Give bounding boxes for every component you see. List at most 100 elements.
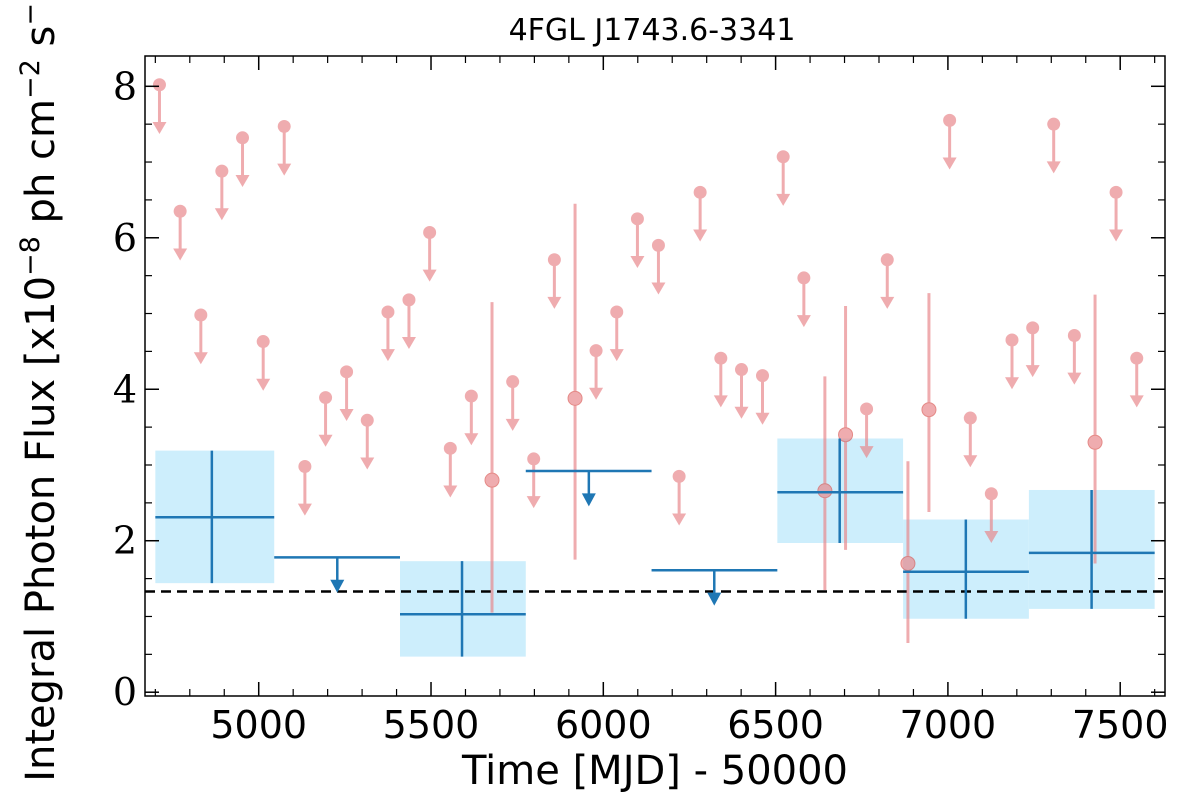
short-bin-detection-point bbox=[484, 472, 500, 488]
short-bin-upper-limit-point bbox=[714, 351, 728, 365]
short-bin-arrowhead bbox=[339, 409, 354, 422]
short-bin-upper-limit-point bbox=[610, 305, 624, 319]
short-bin-upper-limit-point bbox=[152, 78, 166, 92]
short-bin-upper-limit-point bbox=[734, 363, 748, 377]
x-tick-label: 5500 bbox=[383, 703, 480, 747]
short-bin-upper-limit-point bbox=[360, 413, 374, 427]
y-tick-label: 2 bbox=[113, 519, 137, 563]
short-bin-arrowhead bbox=[693, 229, 708, 242]
short-bin-arrowhead bbox=[755, 412, 770, 425]
short-bin-detection-point bbox=[567, 390, 583, 406]
short-bin-upper-limit-point bbox=[1047, 117, 1061, 131]
short-bin-arrowhead bbox=[1129, 395, 1144, 408]
short-bin-arrowhead bbox=[942, 157, 957, 170]
short-bin-upper-limit-point bbox=[381, 305, 395, 319]
y-tick-label: 8 bbox=[113, 64, 137, 108]
short-bin-upper-limit-point bbox=[1026, 321, 1040, 335]
plot-frame bbox=[144, 55, 1166, 697]
short-bin-arrowhead bbox=[672, 513, 687, 526]
short-bin-arrowhead bbox=[235, 174, 250, 187]
short-bin-arrowhead bbox=[505, 418, 520, 431]
y-label-exp1: −8 bbox=[15, 236, 46, 276]
short-bin-detection-point bbox=[817, 483, 833, 499]
y-label-base: Integral Photon Flux [x10 bbox=[18, 276, 64, 782]
short-bin-upper-limit-point bbox=[443, 441, 457, 455]
short-bin-arrowhead bbox=[193, 352, 208, 365]
short-bin-upper-limit-point bbox=[630, 212, 644, 226]
short-bin-upper-limit-point bbox=[1109, 185, 1123, 199]
short-bin-upper-limit-point bbox=[651, 238, 665, 252]
short-bin-upper-limit-point bbox=[340, 365, 354, 379]
short-bin-detection-point bbox=[1087, 434, 1103, 450]
short-bin-arrowhead bbox=[609, 349, 624, 362]
short-bin-arrowhead bbox=[963, 455, 978, 468]
short-bin-arrowhead bbox=[1025, 365, 1040, 378]
short-bin-upper-limit-point bbox=[880, 253, 894, 267]
short-bin-upper-limit-point bbox=[402, 293, 416, 307]
short-bin-arrowhead bbox=[380, 349, 395, 362]
short-bin-arrowhead bbox=[1005, 377, 1019, 390]
short-bin-upper-limit-point bbox=[194, 308, 208, 322]
short-bin-upper-limit-point bbox=[527, 452, 541, 466]
short-bin-arrowhead bbox=[277, 163, 292, 176]
short-bin-arrowhead bbox=[256, 378, 271, 391]
short-bin-upper-limit-point bbox=[215, 164, 229, 178]
short-bin-detection-point bbox=[921, 402, 937, 418]
short-bin-upper-limit-point bbox=[236, 131, 250, 145]
short-bin-arrowhead bbox=[796, 315, 811, 328]
short-bin-arrowhead bbox=[360, 457, 375, 470]
short-bin-arrowhead bbox=[776, 193, 791, 206]
short-bin-upper-limit-point bbox=[797, 271, 811, 285]
short-bin-upper-limit-point bbox=[298, 460, 312, 474]
short-bin-upper-limit-point bbox=[756, 369, 770, 383]
short-bin-arrowhead bbox=[152, 121, 167, 134]
short-bin-arrowhead bbox=[318, 434, 333, 447]
short-bin-upper-limit-point bbox=[672, 469, 686, 483]
x-tick-label: 5000 bbox=[210, 703, 307, 747]
short-bin-upper-limit-point bbox=[963, 411, 977, 425]
short-bin-arrowhead bbox=[880, 296, 895, 309]
short-bin-upper-limit-point bbox=[277, 119, 291, 133]
y-label-exp2: −2 bbox=[15, 59, 46, 99]
short-bin-upper-limit-point bbox=[423, 225, 437, 239]
y-axis-label: Integral Photon Flux [x10−8 ph cm−2 s−1] bbox=[15, 0, 64, 782]
short-bin-detection-point bbox=[838, 427, 854, 443]
y-tick-label: 6 bbox=[113, 216, 137, 260]
x-axis-label: Time [MJD] - 50000 bbox=[461, 748, 848, 794]
short-bin-arrowhead bbox=[734, 406, 749, 419]
x-tick-label: 7500 bbox=[1072, 703, 1169, 747]
short-bin-upper-limit-point bbox=[319, 391, 333, 405]
short-bin-arrowhead bbox=[526, 496, 541, 509]
short-bin-upper-limit-point bbox=[506, 375, 520, 389]
short-bin-upper-limit-point bbox=[776, 150, 790, 164]
short-bin-arrowhead bbox=[1109, 229, 1124, 242]
short-bin-arrowhead bbox=[984, 530, 999, 543]
short-bin-arrowhead bbox=[1067, 372, 1082, 385]
chart-title: 4FGL J1743.6-3341 bbox=[509, 13, 796, 48]
short-bin-arrowhead bbox=[589, 387, 604, 400]
short-bin-arrowhead bbox=[651, 282, 666, 295]
short-bin-upper-limit-point bbox=[547, 253, 561, 267]
short-bin-arrowhead bbox=[401, 337, 416, 350]
plot-area bbox=[145, 78, 1165, 657]
short-bin-upper-limit-point bbox=[589, 344, 603, 358]
short-bin-arrowhead bbox=[173, 248, 188, 261]
short-bin-upper-limit-point bbox=[1130, 351, 1144, 365]
short-bin-upper-limit-point bbox=[256, 335, 270, 349]
short-bin-arrowhead bbox=[214, 208, 229, 221]
short-bin-arrowhead bbox=[859, 446, 874, 459]
short-bin-arrowhead bbox=[1046, 161, 1061, 174]
short-bin-arrowhead bbox=[443, 485, 458, 498]
x-tick-label: 6500 bbox=[727, 703, 824, 747]
short-bin-arrowhead bbox=[464, 433, 479, 446]
y-tick-label: 0 bbox=[113, 670, 137, 714]
short-bin-arrowhead bbox=[547, 296, 562, 309]
x-tick-label: 6000 bbox=[555, 703, 652, 747]
y-label-mid2: s bbox=[18, 26, 64, 60]
short-bin-upper-limit-point bbox=[943, 113, 957, 127]
short-bin-upper-limit-point bbox=[1005, 333, 1019, 347]
short-bin-upper-limit-point bbox=[860, 402, 874, 416]
short-bin-upper-limit-point bbox=[173, 204, 187, 218]
short-bin-series bbox=[152, 78, 1144, 643]
